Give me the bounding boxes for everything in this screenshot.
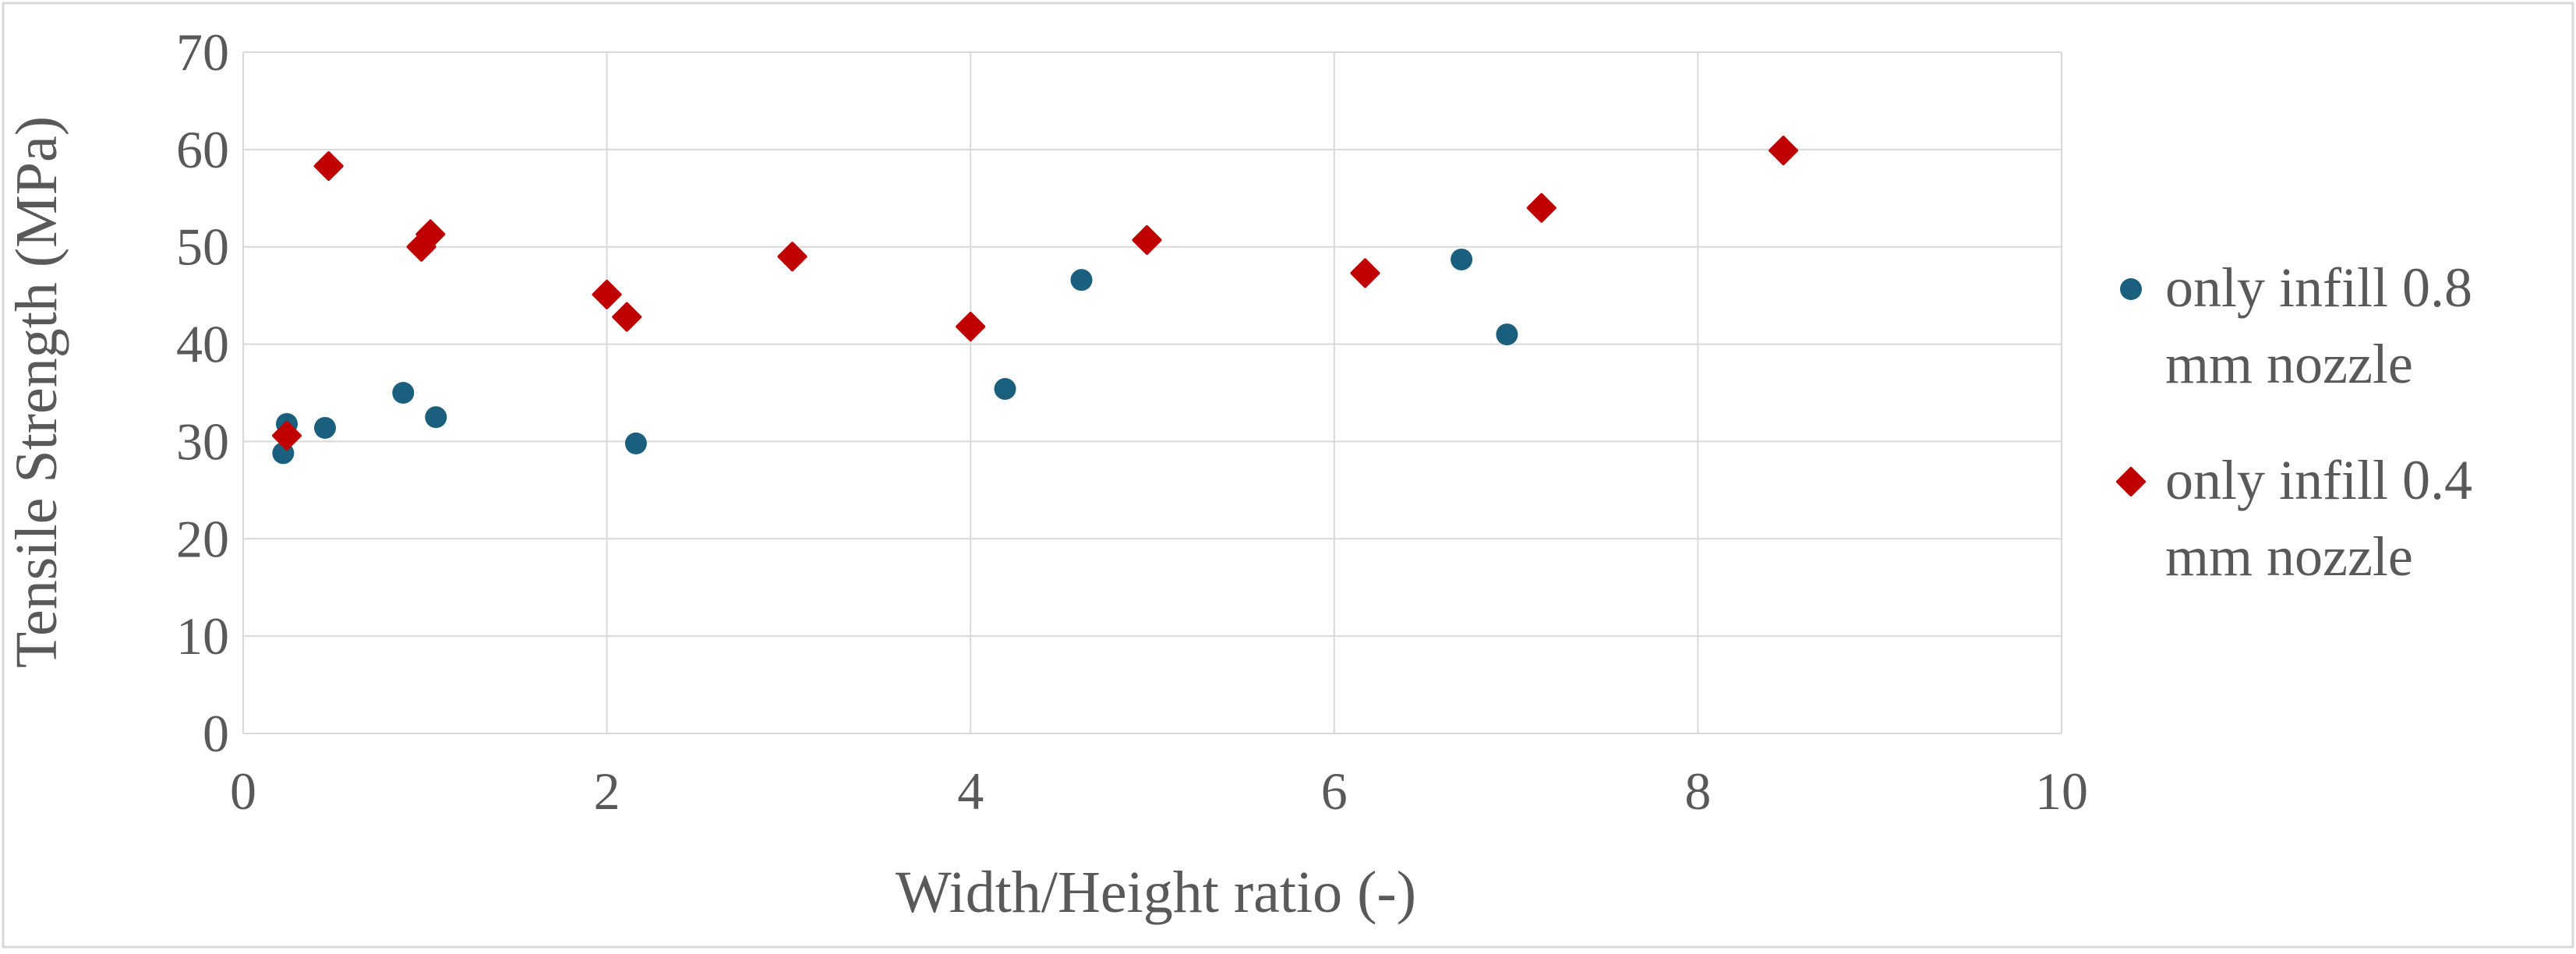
legend-label-1: only infill 0.8 (2165, 256, 2472, 319)
series-2-point (956, 312, 986, 342)
axes: 0 10 20 30 40 50 60 70 0 2 4 6 8 10 (176, 23, 2088, 821)
legend-marker-1 (2120, 278, 2142, 300)
series-2-point (592, 279, 622, 309)
y-tick-label: 70 (176, 23, 229, 82)
series-1-point (1451, 248, 1473, 270)
series-2-point (777, 242, 807, 272)
series-1-point (624, 432, 647, 454)
y-tick-label: 0 (203, 704, 229, 763)
y-tick-label: 20 (176, 509, 229, 568)
x-tick-label: 0 (230, 761, 256, 821)
x-tick-label: 8 (1684, 761, 1711, 821)
series-2-point (1526, 193, 1557, 223)
legend-marker-2 (2116, 467, 2146, 496)
y-tick-label: 60 (176, 120, 229, 179)
x-tick-label: 4 (957, 761, 984, 821)
x-tick-label: 6 (1321, 761, 1348, 821)
data-points (271, 136, 1799, 465)
x-tick-label: 2 (594, 761, 620, 821)
series-1-point (425, 406, 447, 429)
y-tick-label: 40 (176, 315, 229, 374)
x-axis-title: Width/Height ratio (-) (896, 860, 1416, 925)
series-2-point (313, 151, 344, 182)
gridlines (242, 51, 2062, 734)
legend-label-1: mm nozzle (2165, 333, 2413, 395)
legend-label-2: only infill 0.4 (2165, 449, 2472, 511)
y-tick-label: 10 (176, 606, 229, 666)
series-2-point (1132, 224, 1162, 255)
y-tick-label: 30 (176, 412, 229, 471)
series-2-point (1769, 136, 1799, 166)
y-tick-label: 50 (176, 217, 229, 277)
series-1-point (1070, 269, 1093, 292)
y-axis-title: Tensile Strength (MPa) (4, 116, 69, 668)
series-1-point (392, 382, 415, 404)
series-2-point (415, 219, 446, 249)
series-1-point (994, 378, 1016, 401)
series-1-point (1496, 323, 1518, 346)
series-2-point (1350, 258, 1380, 288)
legend-label-2: mm nozzle (2165, 525, 2413, 588)
x-tick-label: 10 (2035, 761, 2088, 821)
series-2-point (271, 420, 302, 450)
series-1-point (313, 416, 336, 439)
series-2-point (612, 302, 642, 332)
legend: only infill 0.8 mm nozzle only infill 0.4 m… (2116, 256, 2472, 588)
